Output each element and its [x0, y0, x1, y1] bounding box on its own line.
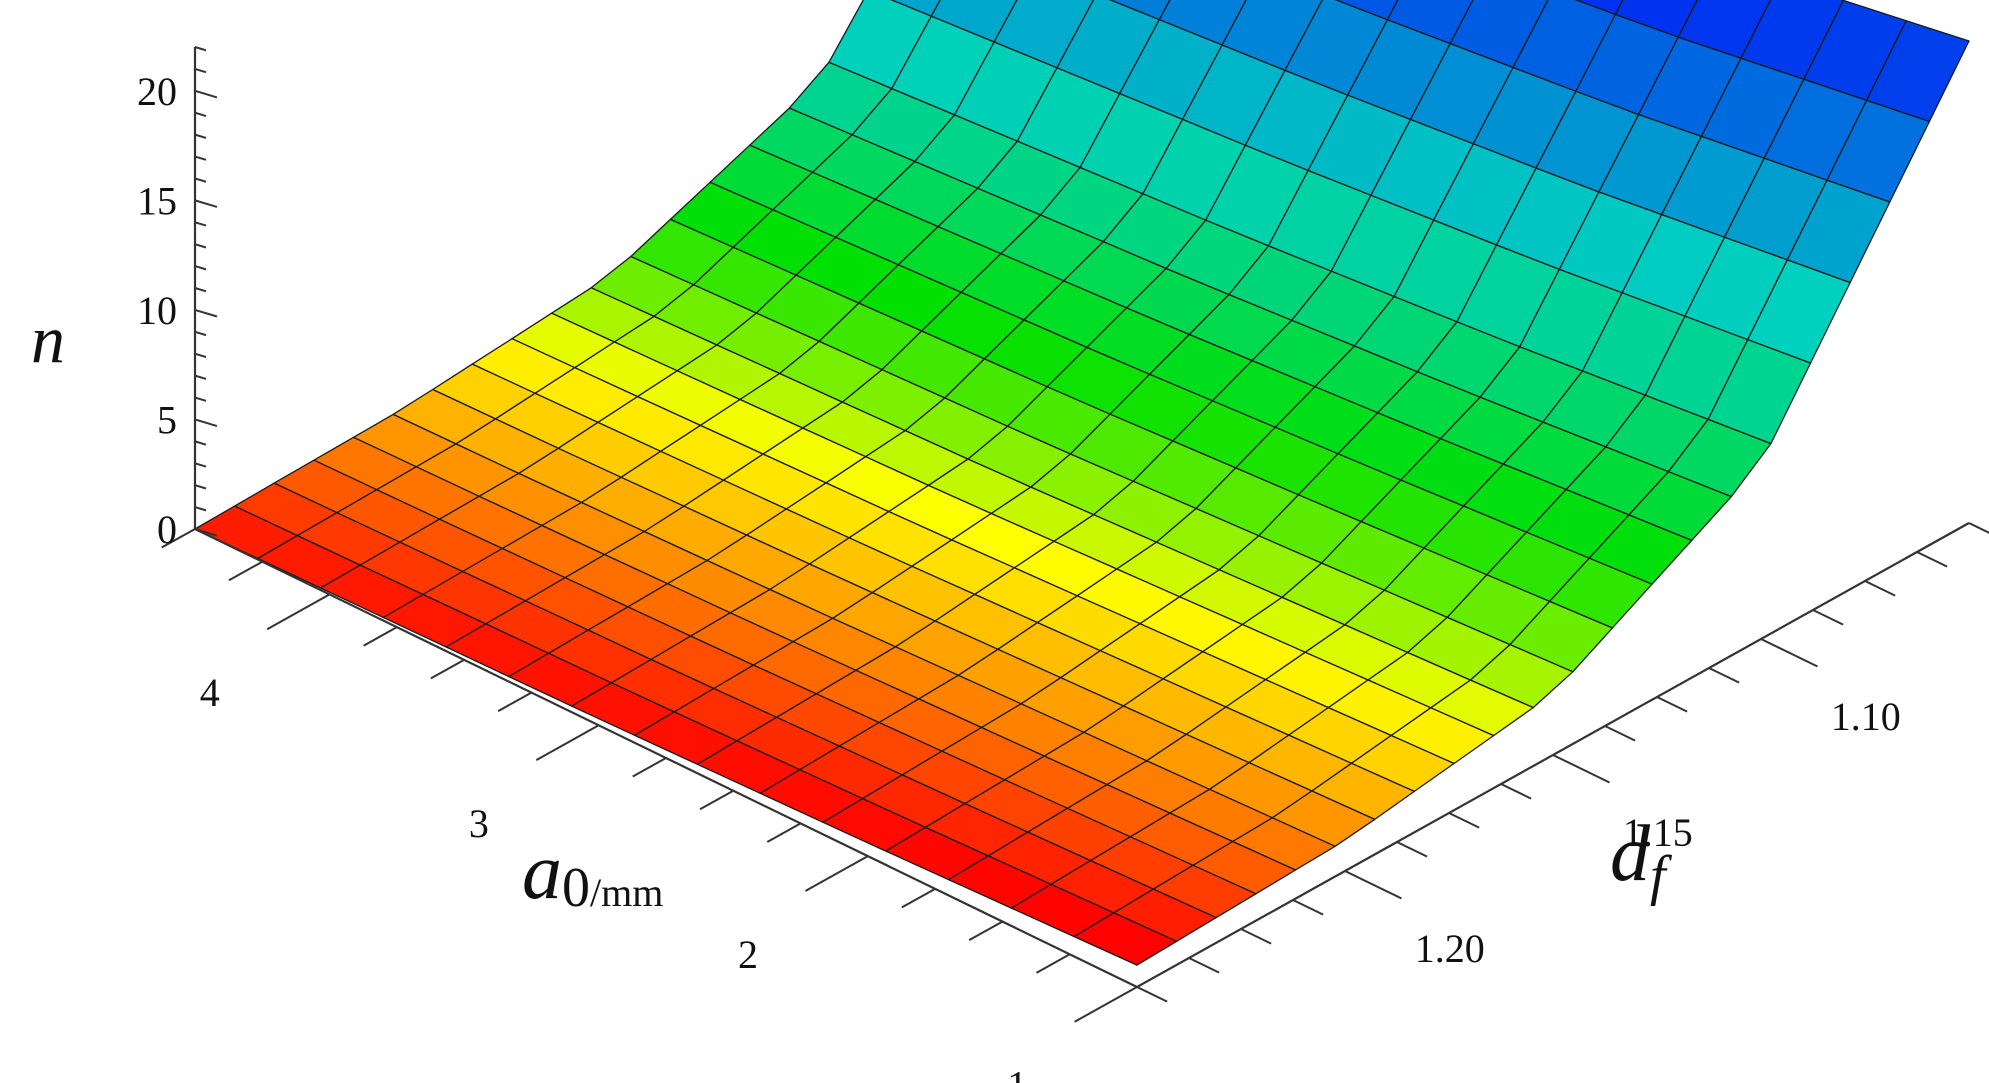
y-minor-tick: [1604, 725, 1636, 742]
z-major-tick: [194, 418, 218, 428]
x-minor-tick: [430, 658, 465, 680]
y-minor-tick: [1188, 957, 1220, 974]
y-tick-label: 1.10: [1831, 694, 1901, 739]
y-minor-tick: [1396, 841, 1428, 858]
y-minor-tick: [1916, 551, 1948, 568]
z-minor-tick: [194, 177, 207, 183]
y-major-tick: [1344, 870, 1402, 900]
z-axis-title: n: [31, 301, 65, 377]
z-minor-tick: [194, 440, 207, 446]
z-major-tick: [194, 308, 218, 318]
x-axis-title-main: a: [522, 828, 562, 916]
z-minor-tick: [194, 352, 207, 358]
surface-mesh: [194, 0, 1970, 966]
z-minor-tick: [194, 46, 207, 52]
z-major-tick: [194, 528, 218, 537]
y-minor-tick: [1240, 928, 1272, 945]
z-major-tick: [194, 199, 218, 208]
x-axis-title-subscript: 0: [562, 857, 590, 919]
z-tick-label: 10: [137, 288, 177, 333]
y-major-tick: [1760, 638, 1818, 668]
x-minor-tick: [228, 560, 263, 582]
y-minor-tick: [1292, 899, 1324, 916]
z-minor-tick: [194, 133, 207, 139]
z-minor-tick: [194, 330, 207, 337]
z-tick-label: 5: [157, 398, 177, 443]
x-tick-label: 3: [469, 801, 489, 846]
z-minor-tick: [194, 396, 207, 402]
z-minor-tick: [194, 221, 207, 227]
y-tick-label: 1.15: [1623, 810, 1693, 855]
x-minor-tick: [1035, 953, 1071, 974]
z-minor-tick: [194, 506, 207, 512]
z-minor-tick: [194, 265, 207, 271]
x-tick-label: 4: [200, 670, 220, 715]
z-tick-label: 15: [137, 178, 177, 223]
x-minor-tick: [363, 626, 398, 647]
surface-cell: [1073, 912, 1178, 966]
x-minor-tick: [497, 691, 532, 713]
surface-cell: [1574, 0, 1624, 16]
surface-cell: [889, 0, 941, 17]
x-minor-tick: [161, 528, 196, 549]
x-major-tick: [535, 724, 600, 761]
y-major-tick: [1552, 754, 1610, 784]
z-minor-tick: [194, 67, 207, 74]
x-minor-tick: [632, 757, 667, 778]
x-tick-label: 1: [1007, 1063, 1027, 1083]
x-major-tick: [266, 593, 331, 631]
x-major-tick: [804, 855, 869, 892]
y-minor-tick: [1500, 783, 1532, 800]
y-tick-label: 1.20: [1415, 926, 1485, 971]
z-minor-tick: [194, 155, 207, 161]
y-minor-tick: [1708, 667, 1740, 684]
axis-ticks: 1 2 3 4 1.10 1.15 1.20 0 5 10 15 20: [137, 46, 1989, 1083]
x-minor-tick: [901, 887, 936, 909]
y-minor-tick: [1968, 522, 1989, 534]
z-minor-tick: [194, 243, 207, 249]
y-minor-tick: [1136, 986, 1168, 1003]
x-minor-tick: [699, 789, 734, 811]
x-tick-label: 2: [738, 932, 758, 977]
y-minor-tick: [1656, 696, 1688, 713]
z-tick-label: 0: [157, 507, 177, 552]
x-minor-tick: [766, 822, 802, 843]
z-major-tick: [194, 89, 218, 99]
x-axis-title: a0/mm: [522, 828, 663, 919]
y-minor-tick: [1812, 609, 1844, 626]
z-minor-tick: [194, 287, 207, 293]
z-tick-label: 20: [137, 69, 177, 114]
z-minor-tick: [194, 484, 207, 490]
y-axis-title-main: d: [1610, 810, 1651, 898]
x-axis-title-unit: /mm: [590, 870, 663, 915]
y-axis-title: df: [1610, 810, 1673, 907]
x-minor-tick: [968, 920, 1003, 942]
z-minor-tick: [194, 462, 207, 468]
y-minor-tick: [1864, 580, 1896, 597]
y-minor-tick: [1448, 812, 1480, 829]
x-major-tick: [1074, 986, 1138, 1023]
z-minor-tick: [194, 111, 207, 117]
z-minor-tick: [194, 374, 207, 380]
